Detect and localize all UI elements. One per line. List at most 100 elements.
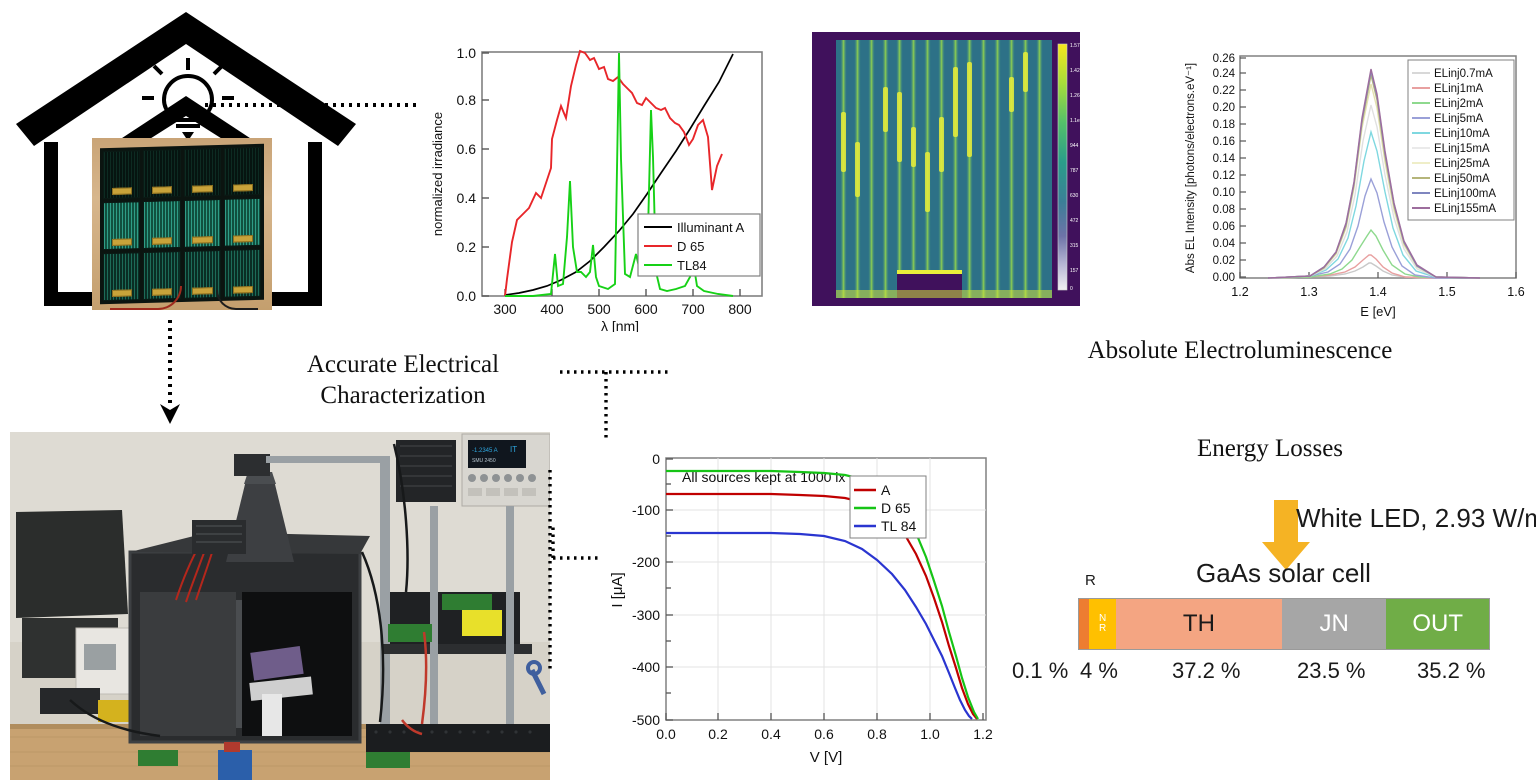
legend-label: TL 84 (881, 518, 916, 534)
x-tick: 1.2 (973, 726, 993, 742)
colorbar-tick: 630 (1070, 193, 1079, 199)
legend-label: D 65 (881, 500, 911, 516)
white-led-down-arrow-icon (1262, 500, 1310, 570)
x-tick: 700 (681, 301, 705, 317)
x-tick: 1.4 (1369, 285, 1386, 299)
loss-segment-nr: N R (1089, 599, 1116, 649)
colorbar-tick: 315 (1070, 243, 1079, 249)
y-tick: 0.00 (1213, 272, 1235, 284)
y-tick: 0.6 (457, 141, 477, 157)
device-label: GaAs solar cell (1196, 558, 1371, 588)
energy-loss-bar: N R TH JN OUT (1078, 598, 1490, 650)
loss-segment-out: OUT (1386, 599, 1489, 649)
chart-legend: Illuminant A D 65 TL84 (637, 213, 761, 277)
series-elinj5ma (1267, 177, 1480, 279)
absolute-el-chart: 0.00 0.02 0.04 0.06 0.08 0.10 0.12 0.14 … (1180, 38, 1530, 338)
legend-label: Illuminant A (677, 220, 745, 235)
series-elinj1ma (1267, 254, 1480, 279)
y-axis-label: I [μA] (609, 572, 626, 607)
y-tick: 0.24 (1213, 68, 1236, 80)
y-tick: 0 (652, 451, 660, 467)
legend-label: ELinj25mA (1434, 158, 1490, 170)
svg-text:-1.2345 A: -1.2345 A (472, 448, 498, 454)
x-tick: 400 (540, 301, 564, 317)
series-d65 (504, 49, 723, 297)
y-tick: 0.20 (1213, 102, 1235, 114)
x-axis-label: E [eV] (1360, 304, 1395, 319)
y-tick: 0.10 (1213, 187, 1235, 199)
light-source-text: White LED, 2.93 W/m (1296, 503, 1536, 533)
legend-label: ELinj15mA (1434, 143, 1490, 155)
section-title-energy-losses: Energy Losses (1196, 435, 1344, 462)
colorbar-tick: 0 (1070, 286, 1073, 292)
y-tick: 0.06 (1213, 221, 1235, 233)
y-tick: -100 (632, 502, 660, 518)
y-axis-label: Abs EL Intensity [photons/electrons.eV⁻¹… (1185, 63, 1197, 273)
title-line-2: Characterization (320, 381, 486, 409)
r-segment-marker: R (1085, 572, 1096, 589)
legend-label: ELinj100mA (1434, 188, 1496, 200)
colorbar-tick: 472 (1070, 218, 1079, 224)
y-tick: 0.4 (457, 190, 477, 206)
y-tick: 0.02 (1213, 255, 1235, 267)
lab-setup-photo: -1.2345 A IT SMU 2450 (10, 432, 550, 780)
x-tick: 800 (728, 301, 752, 317)
section-title-electrical-characterization: Accurate Electrical Characterization (258, 350, 548, 411)
title-line-1: Accurate Electrical (306, 351, 500, 378)
series-illuminant-a (504, 53, 734, 296)
colorbar-tick: 157 (1070, 268, 1079, 274)
svg-text:IT: IT (510, 445, 517, 454)
x-tick: 1.3 (1300, 285, 1317, 299)
y-tick: 0.14 (1213, 153, 1236, 165)
colorbar: 1.57e+3 1.42e+3 1.26e+3 1.1e+3 944 787 6… (1057, 43, 1080, 292)
nr-label-line1: N (1098, 613, 1107, 624)
colorbar-tick: 787 (1070, 168, 1079, 174)
iv-curve-chart: -500 -400 -300 -200 -100 0 0.0 0.2 0.4 0… (600, 440, 1000, 780)
colorbar-tick: 1.57e+3 (1070, 43, 1080, 49)
loss-value-jn: 23.5 % (1297, 658, 1366, 683)
legend-label: ELinj5mA (1434, 113, 1484, 125)
legend-label: ELinj10mA (1434, 128, 1490, 140)
connector-lab-riser (548, 470, 552, 670)
legend-label: ELinj155mA (1434, 203, 1496, 215)
y-tick: 0.0 (457, 288, 477, 304)
series-tl84 (505, 52, 734, 297)
y-tick: 0.26 (1213, 53, 1235, 65)
light-source-label: White LED, 2.93 W/m2 (1296, 503, 1536, 534)
colorbar-tick: 1.26e+3 (1070, 93, 1080, 99)
y-tick: -300 (632, 607, 660, 623)
series-elinj10ma (1267, 129, 1481, 279)
x-tick: 1.5 (1438, 285, 1455, 299)
y-tick: 0.04 (1213, 238, 1236, 250)
y-tick: 0.16 (1213, 136, 1235, 148)
y-tick: 0.2 (457, 239, 477, 255)
x-axis-label: V [V] (810, 749, 843, 766)
x-tick: 0.6 (814, 726, 834, 742)
legend-label: D 65 (677, 239, 704, 254)
loss-segment-th: TH (1115, 599, 1282, 649)
x-tick: 0.8 (867, 726, 887, 742)
colorbar-tick: 1.1e+3 (1070, 118, 1080, 124)
series-tl84 (666, 531, 973, 720)
y-axis-label: normalized irradiance (430, 112, 445, 236)
energy-loss-value-labels: 0.1 % 4 % 37.2 % 23.5 % 35.2 % (1012, 658, 1512, 688)
x-tick: 500 (587, 301, 611, 317)
loss-segment-r (1079, 599, 1090, 649)
x-tick: 0.2 (708, 726, 728, 742)
series-elinj155ma (1267, 68, 1481, 279)
y-tick: -400 (632, 659, 660, 675)
x-tick: 1.6 (1507, 285, 1524, 299)
x-tick: 300 (493, 301, 517, 317)
legend-label: TL84 (677, 258, 707, 273)
chart-legend: A D 65 TL 84 (849, 475, 927, 539)
connector-house-to-lab (160, 320, 180, 424)
legend-label: ELinj50mA (1434, 173, 1490, 185)
y-tick: 1.0 (457, 45, 477, 61)
series-elinj2ma (1267, 228, 1480, 279)
y-tick: 0.18 (1213, 119, 1235, 131)
colorbar-tick: 1.42e+3 (1070, 68, 1080, 74)
loss-value-out: 35.2 % (1417, 658, 1486, 683)
solar-panel-photo (92, 138, 272, 310)
light-bulb-icon (142, 58, 234, 138)
x-axis-label: λ [nm] (601, 318, 639, 332)
